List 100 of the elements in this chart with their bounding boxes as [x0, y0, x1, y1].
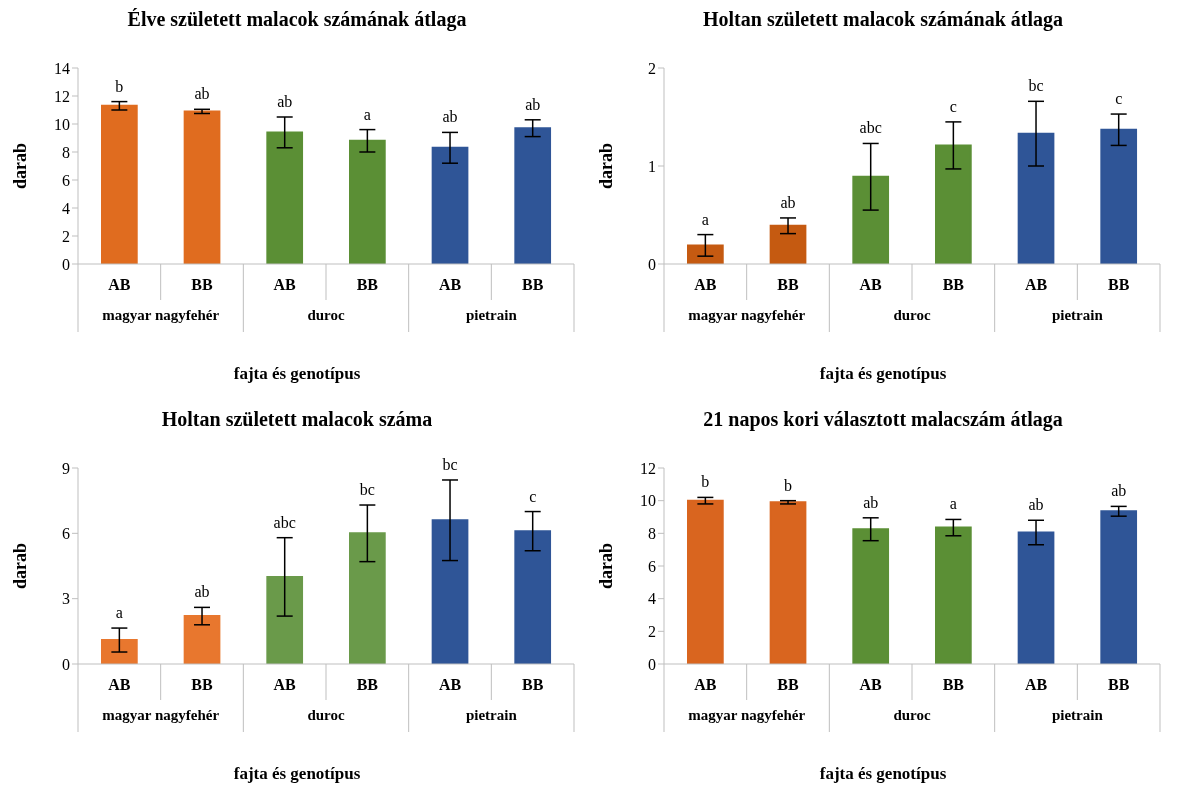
- y-tick-label: 8: [648, 525, 656, 543]
- bar: [514, 127, 552, 264]
- x-tick-label: AB: [273, 676, 297, 693]
- x-tick-label: BB: [191, 676, 213, 693]
- y-tick-label: 4: [62, 199, 70, 217]
- data-label: b: [115, 77, 124, 95]
- y-tick-label: 12: [640, 459, 656, 477]
- y-axis-title: darab: [596, 542, 617, 590]
- data-label: ab: [194, 85, 210, 103]
- y-tick-label: 0: [62, 255, 70, 273]
- data-label: a: [701, 210, 709, 228]
- bar: [349, 532, 386, 664]
- y-tick-label: 2: [648, 623, 656, 641]
- y-tick-label: 0: [62, 655, 70, 673]
- y-tick-label: 12: [54, 87, 70, 105]
- x-axis-title: fajta és genotípus: [232, 764, 362, 784]
- text: magyar nagyfehér: [688, 307, 806, 323]
- data-label: ab: [863, 493, 879, 511]
- y-tick-label: 6: [62, 171, 70, 189]
- x-tick-label: AB: [438, 276, 462, 293]
- x-tick-label: BB: [356, 676, 379, 693]
- x-tick-label: AB: [438, 676, 462, 693]
- bar: [769, 501, 807, 664]
- y-tick-label: 3: [62, 590, 70, 608]
- bar: [266, 131, 304, 264]
- bar: [349, 139, 386, 264]
- x-tick-label: BB: [777, 276, 799, 293]
- data-label: a: [949, 495, 957, 513]
- bar: [852, 528, 890, 664]
- text: pietrain: [465, 707, 518, 723]
- chart-title: Holtan született malacok számának átlaga: [702, 8, 1064, 33]
- x-tick-label: BB: [777, 676, 799, 693]
- bar: [183, 615, 221, 664]
- x-axis-title: fajta és genotípus: [232, 364, 362, 384]
- data-label: c: [529, 487, 537, 505]
- y-tick-label: 10: [54, 115, 70, 133]
- chart-title: 21 napos kori választott malacszám átlaga: [702, 408, 1064, 433]
- data-label: bc: [442, 455, 458, 473]
- bar: [431, 146, 469, 264]
- y-tick-label: 10: [640, 492, 656, 510]
- text: pietrain: [1051, 707, 1104, 723]
- data-label: ab: [780, 193, 796, 211]
- data-label: bc: [359, 481, 375, 499]
- text: pietrain: [465, 307, 518, 323]
- text: pietrain: [1051, 307, 1104, 323]
- y-tick-label: 1: [648, 157, 656, 175]
- data-label: ab: [277, 93, 293, 110]
- y-tick-label: 4: [648, 590, 656, 608]
- bar: [266, 575, 304, 664]
- bar: [1100, 510, 1138, 664]
- y-tick-label: 2: [62, 227, 70, 245]
- bar: [935, 526, 972, 664]
- data-label: b: [784, 476, 793, 494]
- y-tick-label: 8: [62, 143, 70, 161]
- y-tick-label: 0: [648, 255, 656, 273]
- data-label: c: [949, 97, 957, 115]
- chart-title: Holtan született malacok száma: [160, 408, 434, 432]
- y-tick-label: 9: [62, 459, 70, 477]
- y-axis-title: darab: [10, 542, 31, 590]
- text: magyar nagyfehér: [102, 707, 220, 723]
- bar: [769, 224, 807, 264]
- x-tick-label: AB: [694, 676, 717, 693]
- y-tick-label: 6: [648, 557, 656, 575]
- bar: [935, 144, 972, 264]
- text: duroc: [893, 707, 931, 723]
- data-label: c: [1115, 90, 1123, 108]
- x-tick-label: AB: [108, 676, 131, 693]
- x-tick-label: AB: [859, 276, 883, 293]
- y-tick-label: 0: [648, 655, 656, 673]
- x-tick-label: BB: [1107, 676, 1130, 693]
- x-tick-label: AB: [694, 276, 717, 293]
- bar: [101, 104, 138, 264]
- y-axis-title: darab: [596, 142, 617, 190]
- data-label: ab: [525, 95, 541, 113]
- data-label: ab: [194, 583, 210, 601]
- bar: [687, 244, 724, 264]
- y-tick-label: 6: [62, 525, 70, 543]
- data-label: ab: [442, 108, 458, 126]
- y-tick-label: 14: [54, 59, 70, 77]
- x-axis-title: fajta és genotípus: [818, 364, 948, 384]
- x-tick-label: BB: [191, 276, 213, 293]
- bar: [1017, 531, 1055, 664]
- data-label: ab: [1111, 482, 1127, 500]
- text: magyar nagyfehér: [688, 707, 806, 723]
- data-label: abc: [273, 513, 296, 531]
- bar: [1100, 128, 1138, 264]
- x-tick-label: AB: [1024, 676, 1048, 693]
- chart-title: Élve született malacok számának átlaga: [126, 8, 468, 33]
- x-tick-label: AB: [108, 276, 131, 293]
- bar: [183, 110, 221, 264]
- text: duroc: [307, 707, 345, 723]
- data-label: a: [115, 604, 123, 622]
- x-tick-label: BB: [521, 276, 544, 293]
- data-label: a: [363, 105, 371, 123]
- bar: [514, 530, 552, 664]
- x-tick-label: BB: [1107, 276, 1130, 293]
- bar: [101, 639, 138, 664]
- data-label: b: [701, 473, 710, 491]
- x-axis-title: fajta és genotípus: [818, 764, 948, 784]
- text: duroc: [893, 307, 931, 323]
